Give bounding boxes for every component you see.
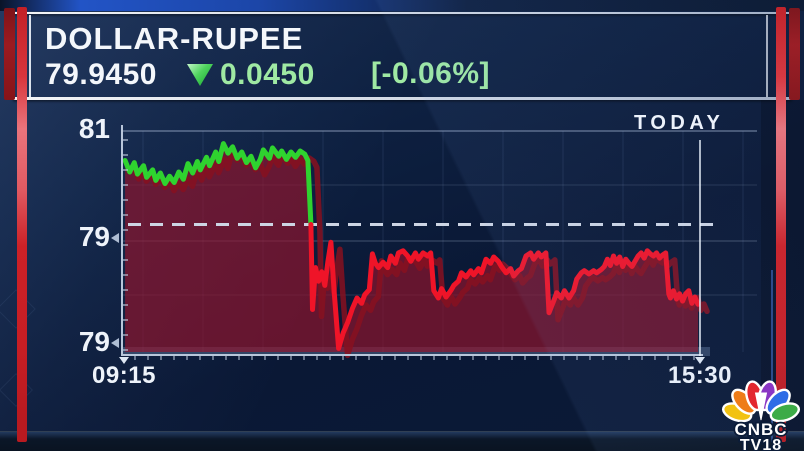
cnbc-tv18-logo: CNBC TV18 bbox=[722, 380, 800, 451]
header-right-border bbox=[766, 15, 768, 97]
chart-series bbox=[122, 141, 718, 359]
logo-text-tv18: TV18 bbox=[740, 437, 782, 451]
right-blue-line bbox=[771, 270, 773, 442]
left-arrow-icon bbox=[111, 233, 119, 243]
logo-text-cnbc: CNBC bbox=[734, 420, 787, 439]
peacock-feathers bbox=[722, 380, 800, 423]
header-left-border bbox=[29, 15, 31, 97]
price-line-green bbox=[122, 141, 314, 227]
right-red-bar bbox=[776, 7, 786, 442]
price-line-red bbox=[308, 222, 701, 351]
x-axis-label-end: 15:30 bbox=[668, 362, 732, 389]
left-red-bar bbox=[17, 7, 27, 442]
instrument-title: DOLLAR-RUPEE bbox=[45, 21, 304, 56]
ticker-header: DOLLAR-RUPEE 79.9450 0.0450 [-0.06%] bbox=[0, 0, 804, 100]
right-dark-red-block bbox=[789, 8, 800, 100]
y-axis-label-79-low: 79 bbox=[78, 326, 110, 357]
today-label: TODAY bbox=[634, 112, 725, 134]
axis-start-marker-icon bbox=[119, 357, 129, 364]
bottom-band bbox=[0, 431, 804, 451]
change-percent: [-0.06%] bbox=[371, 57, 491, 90]
left-arrow-icon bbox=[111, 338, 119, 348]
y-axis-label-81: 81 bbox=[78, 113, 110, 144]
y-axis-label-79-mid: 79 bbox=[78, 221, 110, 252]
chart-axes bbox=[121, 125, 703, 360]
axis-end-marker-icon bbox=[695, 357, 705, 364]
peacock-feather bbox=[769, 402, 800, 423]
peacock-beak bbox=[754, 392, 768, 421]
x-axis-label-start: 09:15 bbox=[92, 362, 156, 389]
price-value: 79.9450 bbox=[45, 58, 157, 91]
top-blue-strip bbox=[0, 0, 804, 11]
left-dark-red-block bbox=[4, 8, 15, 100]
change-value: 0.0450 bbox=[220, 58, 315, 91]
header-top-border bbox=[13, 11, 792, 14]
header-bottom-border bbox=[13, 97, 792, 100]
